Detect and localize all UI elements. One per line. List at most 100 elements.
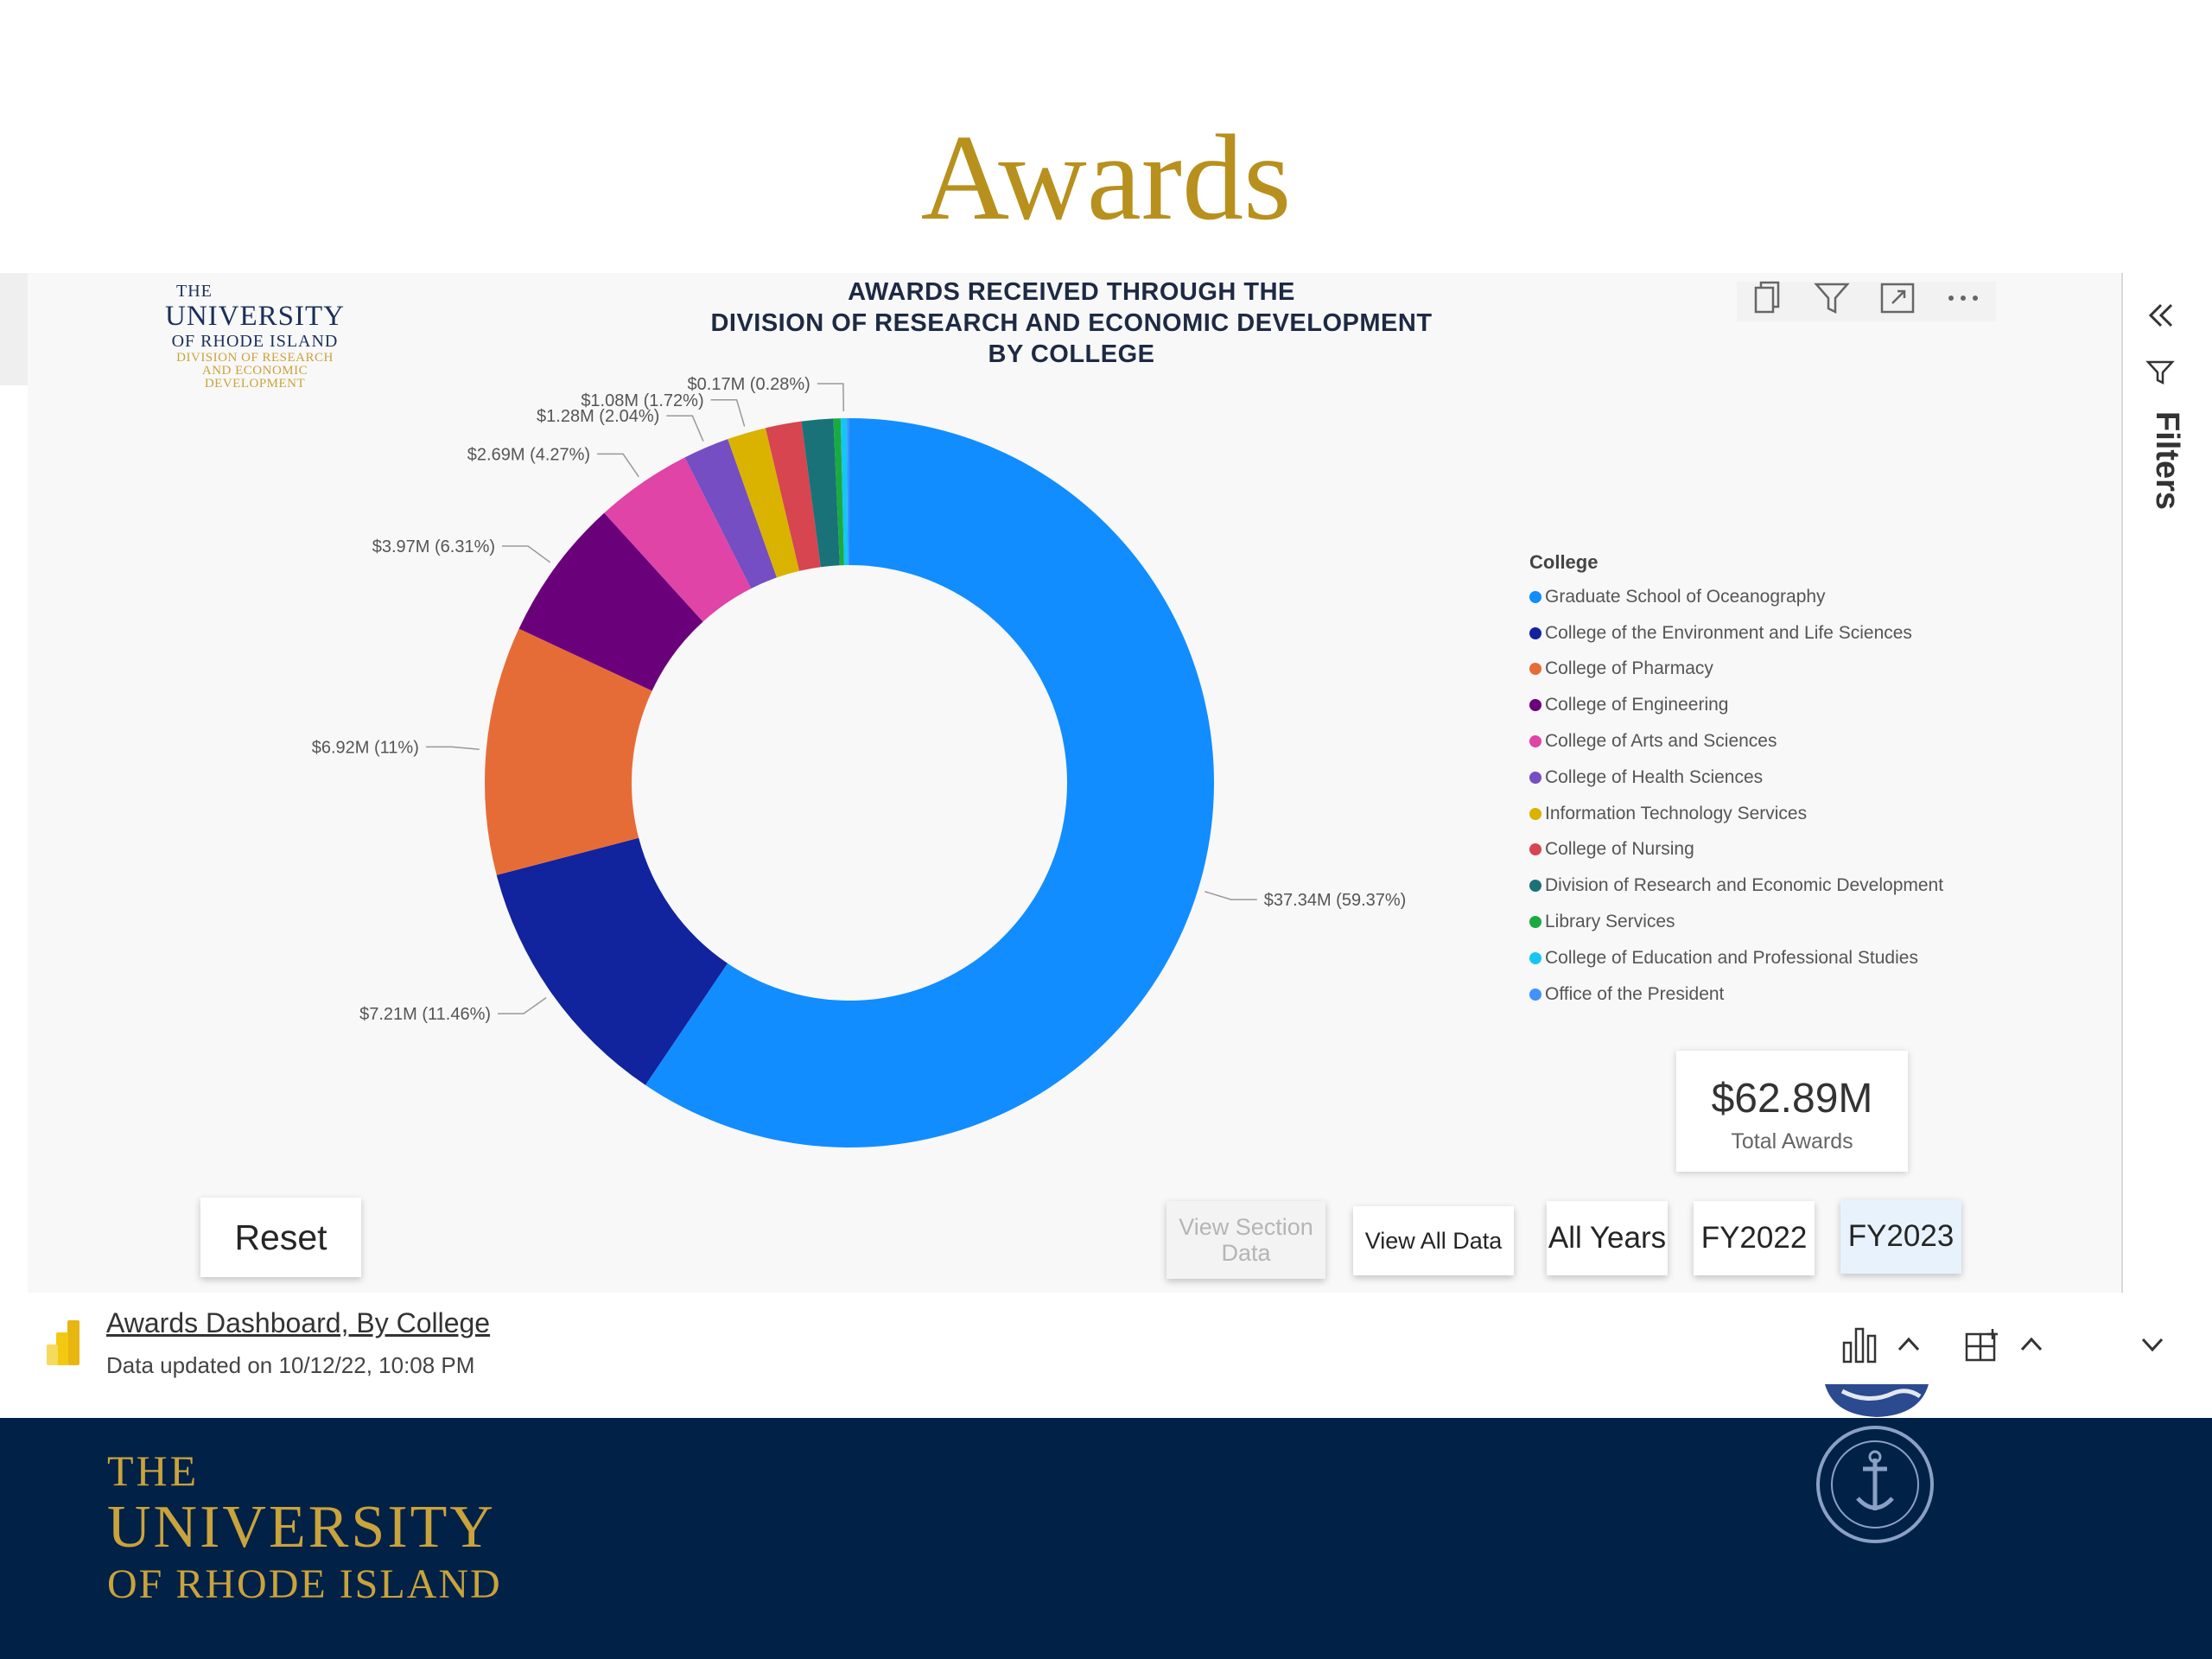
legend-color-swatch (1529, 843, 1541, 856)
university-seal-icon (1815, 1424, 1936, 1545)
legend-item-label: College of Arts and Sciences (1545, 731, 1777, 752)
legend-item-label: College of Pharmacy (1545, 658, 1713, 679)
focus-mode-icon[interactable] (1878, 281, 1916, 323)
powerbi-logo-icon (45, 1320, 83, 1365)
uri-division-logo: THE UNIVERSITY OF RHODE ISLAND DIVISION … (165, 282, 345, 391)
data-label-leader-line (666, 415, 704, 442)
legend-item-label: College of Education and Professional St… (1545, 947, 1918, 968)
view-section-data-button[interactable]: View Section Data (1166, 1201, 1325, 1279)
legend-color-swatch (1529, 699, 1541, 712)
data-label: $3.97M (6.31%) (372, 537, 495, 556)
data-label: $1.28M (2.04%) (537, 407, 659, 426)
legend-item-label: Division of Research and Economic Develo… (1545, 875, 1944, 896)
data-label-leader-line (425, 746, 480, 750)
donut-slice[interactable] (728, 428, 800, 578)
legend-color-swatch (1529, 988, 1541, 1001)
donut-slice[interactable] (604, 457, 752, 622)
fy2022-button[interactable]: FY2022 (1694, 1201, 1815, 1275)
legend-item[interactable]: College of Education and Professional St… (1529, 940, 1943, 976)
legend-color-swatch (1529, 590, 1541, 603)
more-options-icon[interactable] (1944, 281, 1982, 323)
legend-item-label: College of Engineering (1545, 695, 1729, 715)
legend-item[interactable]: College of Health Sciences (1529, 760, 1943, 796)
data-label-leader-line (817, 383, 845, 412)
all-years-button[interactable]: All Years (1547, 1201, 1668, 1275)
donut-slice[interactable] (765, 421, 821, 571)
legend-color-swatch (1529, 951, 1541, 964)
legend-item-label: College of Health Sciences (1545, 766, 1764, 787)
data-label: $2.69M (4.27%) (467, 445, 590, 464)
copy-icon[interactable] (1751, 279, 1785, 325)
add-page-icon[interactable] (1963, 1325, 2003, 1372)
donut-slice[interactable] (840, 418, 849, 566)
data-label-leader-line (710, 399, 746, 427)
legend-color-swatch (1529, 880, 1541, 893)
legend-item-label: Office of the President (1545, 983, 1725, 1004)
donut-slice[interactable] (801, 418, 840, 568)
legend-item[interactable]: Division of Research and Economic Develo… (1529, 868, 1943, 904)
data-label: $7.21M (11.46%) (359, 1005, 491, 1024)
data-label: $0.17M (0.28%) (688, 375, 810, 394)
donut-slice[interactable] (496, 837, 728, 1085)
legend-item[interactable]: Information Technology Services (1529, 796, 1943, 832)
legend-item-label: College of the Environment and Life Scie… (1545, 622, 1912, 643)
donut-slice[interactable] (684, 439, 777, 589)
legend-color-swatch (1529, 626, 1541, 639)
data-label-leader-line (498, 996, 547, 1014)
legend-color-swatch (1529, 735, 1541, 748)
legend-item[interactable]: College of Nursing (1529, 832, 1943, 868)
legend-item-label: College of Nursing (1545, 839, 1694, 860)
bar-chart-icon[interactable] (1840, 1325, 1884, 1372)
legend-item[interactable]: Graduate School of Oceanography (1529, 579, 1943, 615)
expand-chevron-icon[interactable] (2144, 292, 2178, 344)
reset-button[interactable]: Reset (200, 1198, 361, 1277)
fy2023-button[interactable]: FY2023 (1840, 1199, 1961, 1274)
donut-slice[interactable] (847, 418, 849, 566)
total-awards-card: $62.89M Total Awards (1676, 1051, 1908, 1172)
chart-title: AWARDS RECEIVED THROUGH THE DIVISION OF … (657, 276, 1486, 370)
university-wordmark: THE UNIVERSITY OF RHODE ISLAND (107, 1446, 502, 1607)
legend-item-label: Graduate School of Oceanography (1545, 586, 1826, 607)
kpi-label: Total Awards (1731, 1129, 1853, 1154)
chevron-down-icon[interactable] (2138, 1325, 2167, 1372)
filters-pane-divider (2121, 273, 2123, 1293)
filter-icon (2145, 359, 2175, 392)
report-name-link[interactable]: Awards Dashboard, By College (106, 1307, 491, 1338)
legend-item[interactable]: College of Arts and Sciences (1529, 723, 1943, 760)
legend-title: College (1529, 551, 1599, 573)
view-all-data-button[interactable]: View All Data (1353, 1206, 1514, 1275)
legend-color-swatch (1529, 807, 1541, 820)
donut-slice[interactable] (518, 512, 703, 691)
legend-color-swatch (1529, 663, 1541, 676)
left-edge-strip (0, 273, 28, 385)
data-label-leader-line (502, 545, 551, 563)
donut-slice[interactable] (833, 418, 844, 566)
chart-legend: College Graduate School of Oceanography C… (1529, 551, 1943, 1013)
filters-pane-collapsed[interactable]: Filters (2123, 273, 2212, 1293)
filter-icon[interactable] (1813, 281, 1851, 323)
legend-color-swatch (1529, 916, 1541, 929)
legend-item[interactable]: College of the Environment and Life Scie… (1529, 615, 1943, 652)
slide-title: Awards (920, 109, 1292, 245)
data-label: $1.08M (1.72%) (581, 391, 703, 410)
chevron-up-icon[interactable] (1894, 1325, 1923, 1372)
donut-slice[interactable] (645, 418, 1214, 1147)
legend-color-swatch (1529, 771, 1541, 784)
globe-image (1825, 1384, 1929, 1419)
legend-item[interactable]: Library Services (1529, 904, 1943, 940)
chart-title-line-3: BY COLLEGE (988, 340, 1155, 368)
visual-header-toolbar (1737, 281, 1996, 323)
donut-slice[interactable] (484, 628, 652, 875)
legend-item-label: Library Services (1545, 912, 1675, 932)
legend-item-label: Information Technology Services (1545, 803, 1808, 823)
data-label-leader-line (1204, 891, 1257, 900)
chevron-up-icon[interactable] (2017, 1325, 2046, 1372)
filters-label[interactable]: Filters (2149, 411, 2185, 511)
data-label: $37.34M (59.37%) (1264, 891, 1407, 910)
data-label-leader-line (597, 453, 639, 478)
legend-item[interactable]: College of Pharmacy (1529, 652, 1943, 688)
legend-item[interactable]: College of Engineering (1529, 687, 1943, 723)
chart-title-line-1: AWARDS RECEIVED THROUGH THE (848, 278, 1295, 306)
data-label: $6.92M (11%) (312, 738, 419, 757)
legend-item[interactable]: Office of the President (1529, 976, 1943, 1013)
